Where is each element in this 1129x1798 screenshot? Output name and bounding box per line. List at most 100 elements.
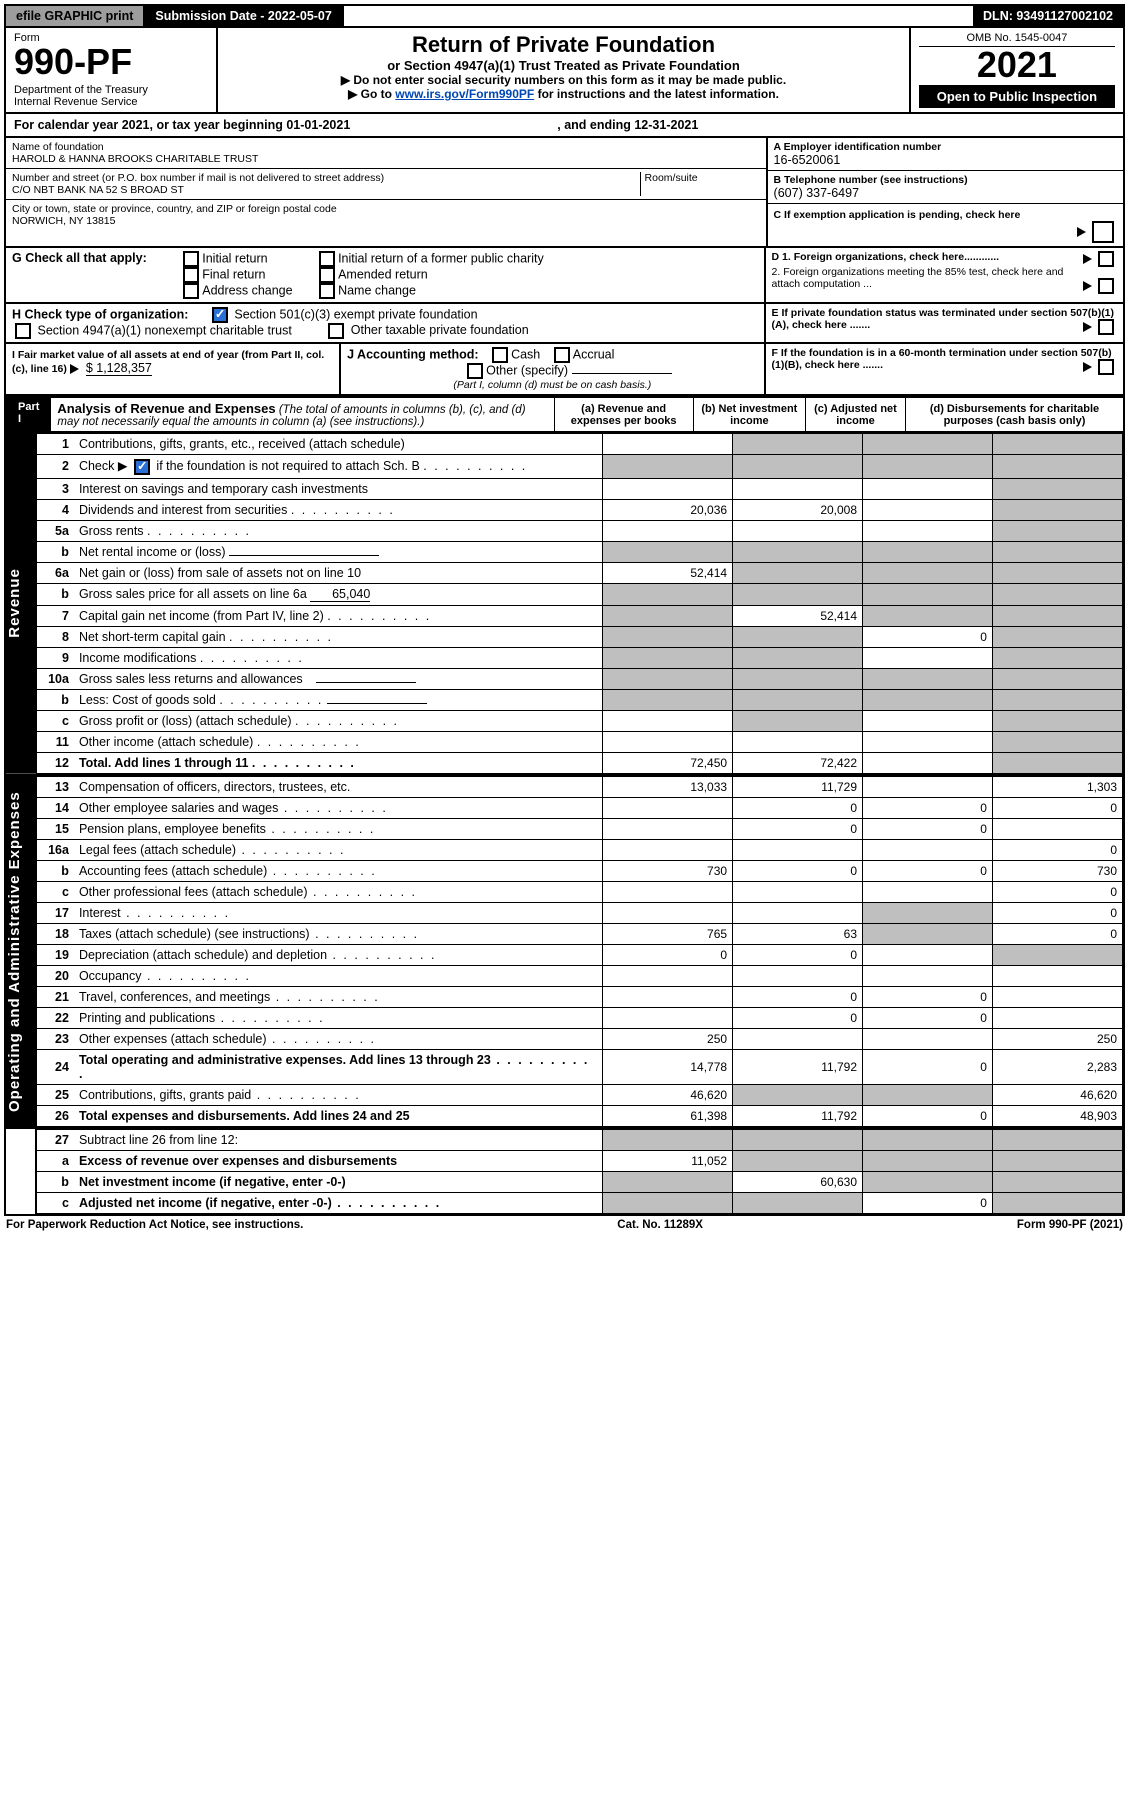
- open-inspection: Open to Public Inspection: [919, 85, 1115, 108]
- line-14: Other employee salaries and wages: [74, 797, 603, 818]
- f-checkbox[interactable]: [1098, 359, 1114, 375]
- i-j-f-row: I Fair market value of all assets at end…: [4, 344, 1125, 396]
- line-13: Compensation of officers, directors, tru…: [74, 776, 603, 797]
- line-5a: Gross rents: [74, 520, 603, 541]
- d1-checkbox[interactable]: [1098, 251, 1114, 267]
- line-8: Net short-term capital gain: [74, 626, 603, 647]
- j-accrual: Accrual: [573, 347, 615, 361]
- line-9: Income modifications: [74, 647, 603, 668]
- g-initial-former[interactable]: [319, 251, 335, 267]
- e-label: E If private foundation status was termi…: [772, 307, 1114, 331]
- line-18: Taxes (attach schedule) (see instruction…: [74, 923, 603, 944]
- h-other-checkbox[interactable]: [328, 323, 344, 339]
- h-501c3-checkbox[interactable]: [212, 307, 228, 323]
- d2-label: 2. Foreign organizations meeting the 85%…: [772, 266, 1064, 290]
- goto-link-line: ▶ Go to www.irs.gov/Form990PF for instru…: [226, 87, 901, 101]
- line-10a: Gross sales less returns and allowances: [74, 668, 603, 689]
- col-d-header: (d) Disbursements for charitable purpose…: [905, 397, 1124, 432]
- expenses-section: Operating and Administrative Expenses 13…: [4, 776, 1125, 1129]
- ein-label: A Employer identification number: [774, 141, 1117, 153]
- revenue-section: Revenue 1Contributions, gifts, grants, e…: [4, 433, 1125, 776]
- foundation-city: NORWICH, NY 13815: [12, 215, 760, 227]
- col-c-header: (c) Adjusted net income: [805, 397, 905, 432]
- line-27: Subtract line 26 from line 12:: [74, 1129, 603, 1150]
- line-12: Total. Add lines 1 through 11: [74, 752, 603, 773]
- g-final-return[interactable]: [183, 267, 199, 283]
- ein-value: 16-6520061: [774, 153, 1117, 167]
- id-right: A Employer identification number 16-6520…: [766, 138, 1123, 246]
- cal-mid: , and ending: [557, 118, 634, 132]
- j-other-checkbox[interactable]: [467, 363, 483, 379]
- line-16c: Other professional fees (attach schedule…: [74, 881, 603, 902]
- g-opt0: Initial return: [202, 251, 267, 265]
- calendar-row: For calendar year 2021, or tax year begi…: [4, 114, 1125, 138]
- irs-link[interactable]: www.irs.gov/Form990PF: [395, 87, 534, 101]
- cal-end: 12-31-2021: [634, 118, 698, 132]
- efile-print-button[interactable]: efile GRAPHIC print: [6, 6, 145, 26]
- j-cash-checkbox[interactable]: [492, 347, 508, 363]
- h-opt2: Section 4947(a)(1) nonexempt charitable …: [37, 323, 291, 337]
- g-address-change[interactable]: [183, 283, 199, 299]
- line-3: Interest on savings and temporary cash i…: [74, 478, 603, 499]
- arrow-icon: [1077, 227, 1086, 237]
- g-label: G Check all that apply:: [12, 251, 147, 265]
- arrow-icon: [1083, 281, 1092, 291]
- line-10c: Gross profit or (loss) (attach schedule): [74, 710, 603, 731]
- form-title: Return of Private Foundation: [226, 32, 901, 58]
- c-label: C If exemption application is pending, c…: [774, 209, 1021, 221]
- name-label: Name of foundation: [12, 141, 760, 153]
- header-right: OMB No. 1545-0047 2021 Open to Public In…: [911, 28, 1123, 112]
- d2-checkbox[interactable]: [1098, 278, 1114, 294]
- j-note: (Part I, column (d) must be on cash basi…: [347, 379, 757, 391]
- g-name-change[interactable]: [319, 283, 335, 299]
- footer-left: For Paperwork Reduction Act Notice, see …: [6, 1219, 303, 1231]
- page-footer: For Paperwork Reduction Act Notice, see …: [4, 1216, 1125, 1231]
- schb-checkbox[interactable]: [134, 459, 150, 475]
- header-mid: Return of Private Foundation or Section …: [218, 28, 911, 112]
- line-2: Check ▶ if the foundation is not require…: [74, 455, 603, 479]
- line-11: Other income (attach schedule): [74, 731, 603, 752]
- toolbar-spacer: [344, 6, 973, 26]
- h-e-row: H Check type of organization: Section 50…: [4, 304, 1125, 344]
- form-number: 990-PF: [14, 44, 208, 80]
- line-27a: Excess of revenue over expenses and disb…: [74, 1150, 603, 1171]
- j-accrual-checkbox[interactable]: [554, 347, 570, 363]
- tax-year: 2021: [919, 47, 1115, 83]
- tel-label: B Telephone number (see instructions): [774, 174, 1117, 186]
- revenue-side-label: Revenue: [6, 433, 36, 774]
- top-toolbar: efile GRAPHIC print Submission Date - 20…: [4, 4, 1125, 28]
- submission-date: Submission Date - 2022-05-07: [145, 6, 343, 26]
- line-7: Capital gain net income (from Part IV, l…: [74, 605, 603, 626]
- foundation-addr: C/O NBT BANK NA 52 S BROAD ST: [12, 184, 640, 196]
- c-checkbox[interactable]: [1092, 221, 1114, 243]
- arrow-icon: [1083, 254, 1092, 264]
- arrow-icon: [1083, 362, 1092, 372]
- l4b: 20,008: [733, 499, 863, 520]
- j-cash: Cash: [511, 347, 540, 361]
- line-10b: Less: Cost of goods sold: [74, 689, 603, 710]
- line-5b: Net rental income or (loss): [74, 541, 603, 562]
- header-left: Form 990-PF Department of the Treasury I…: [6, 28, 218, 112]
- line-21: Travel, conferences, and meetings: [74, 986, 603, 1007]
- footer-mid: Cat. No. 11289X: [617, 1219, 703, 1231]
- goto-pre: ▶ Go to: [348, 87, 395, 101]
- e-checkbox[interactable]: [1098, 319, 1114, 335]
- tel-value: (607) 337-6497: [774, 186, 1117, 200]
- form-header: Form 990-PF Department of the Treasury I…: [4, 28, 1125, 114]
- arrow-icon: [70, 364, 79, 374]
- identification-block: Name of foundation HAROLD & HANNA BROOKS…: [4, 138, 1125, 248]
- expenses-side-label: Operating and Administrative Expenses: [6, 776, 36, 1127]
- line-27c: Adjusted net income (if negative, enter …: [74, 1192, 603, 1213]
- g-initial-return[interactable]: [183, 251, 199, 267]
- h-4947-checkbox[interactable]: [15, 323, 31, 339]
- line-1: Contributions, gifts, grants, etc., rece…: [74, 434, 603, 455]
- g-opt2: Address change: [202, 283, 292, 297]
- d1-label: D 1. Foreign organizations, check here..…: [772, 251, 1000, 263]
- line-17: Interest: [74, 902, 603, 923]
- line-26: Total expenses and disbursements. Add li…: [74, 1105, 603, 1126]
- g-opt5: Name change: [338, 283, 416, 297]
- g-amended[interactable]: [319, 267, 335, 283]
- l4a: 20,036: [603, 499, 733, 520]
- cal-pre: For calendar year 2021, or tax year begi…: [14, 118, 286, 132]
- f-label: F If the foundation is in a 60-month ter…: [772, 347, 1112, 371]
